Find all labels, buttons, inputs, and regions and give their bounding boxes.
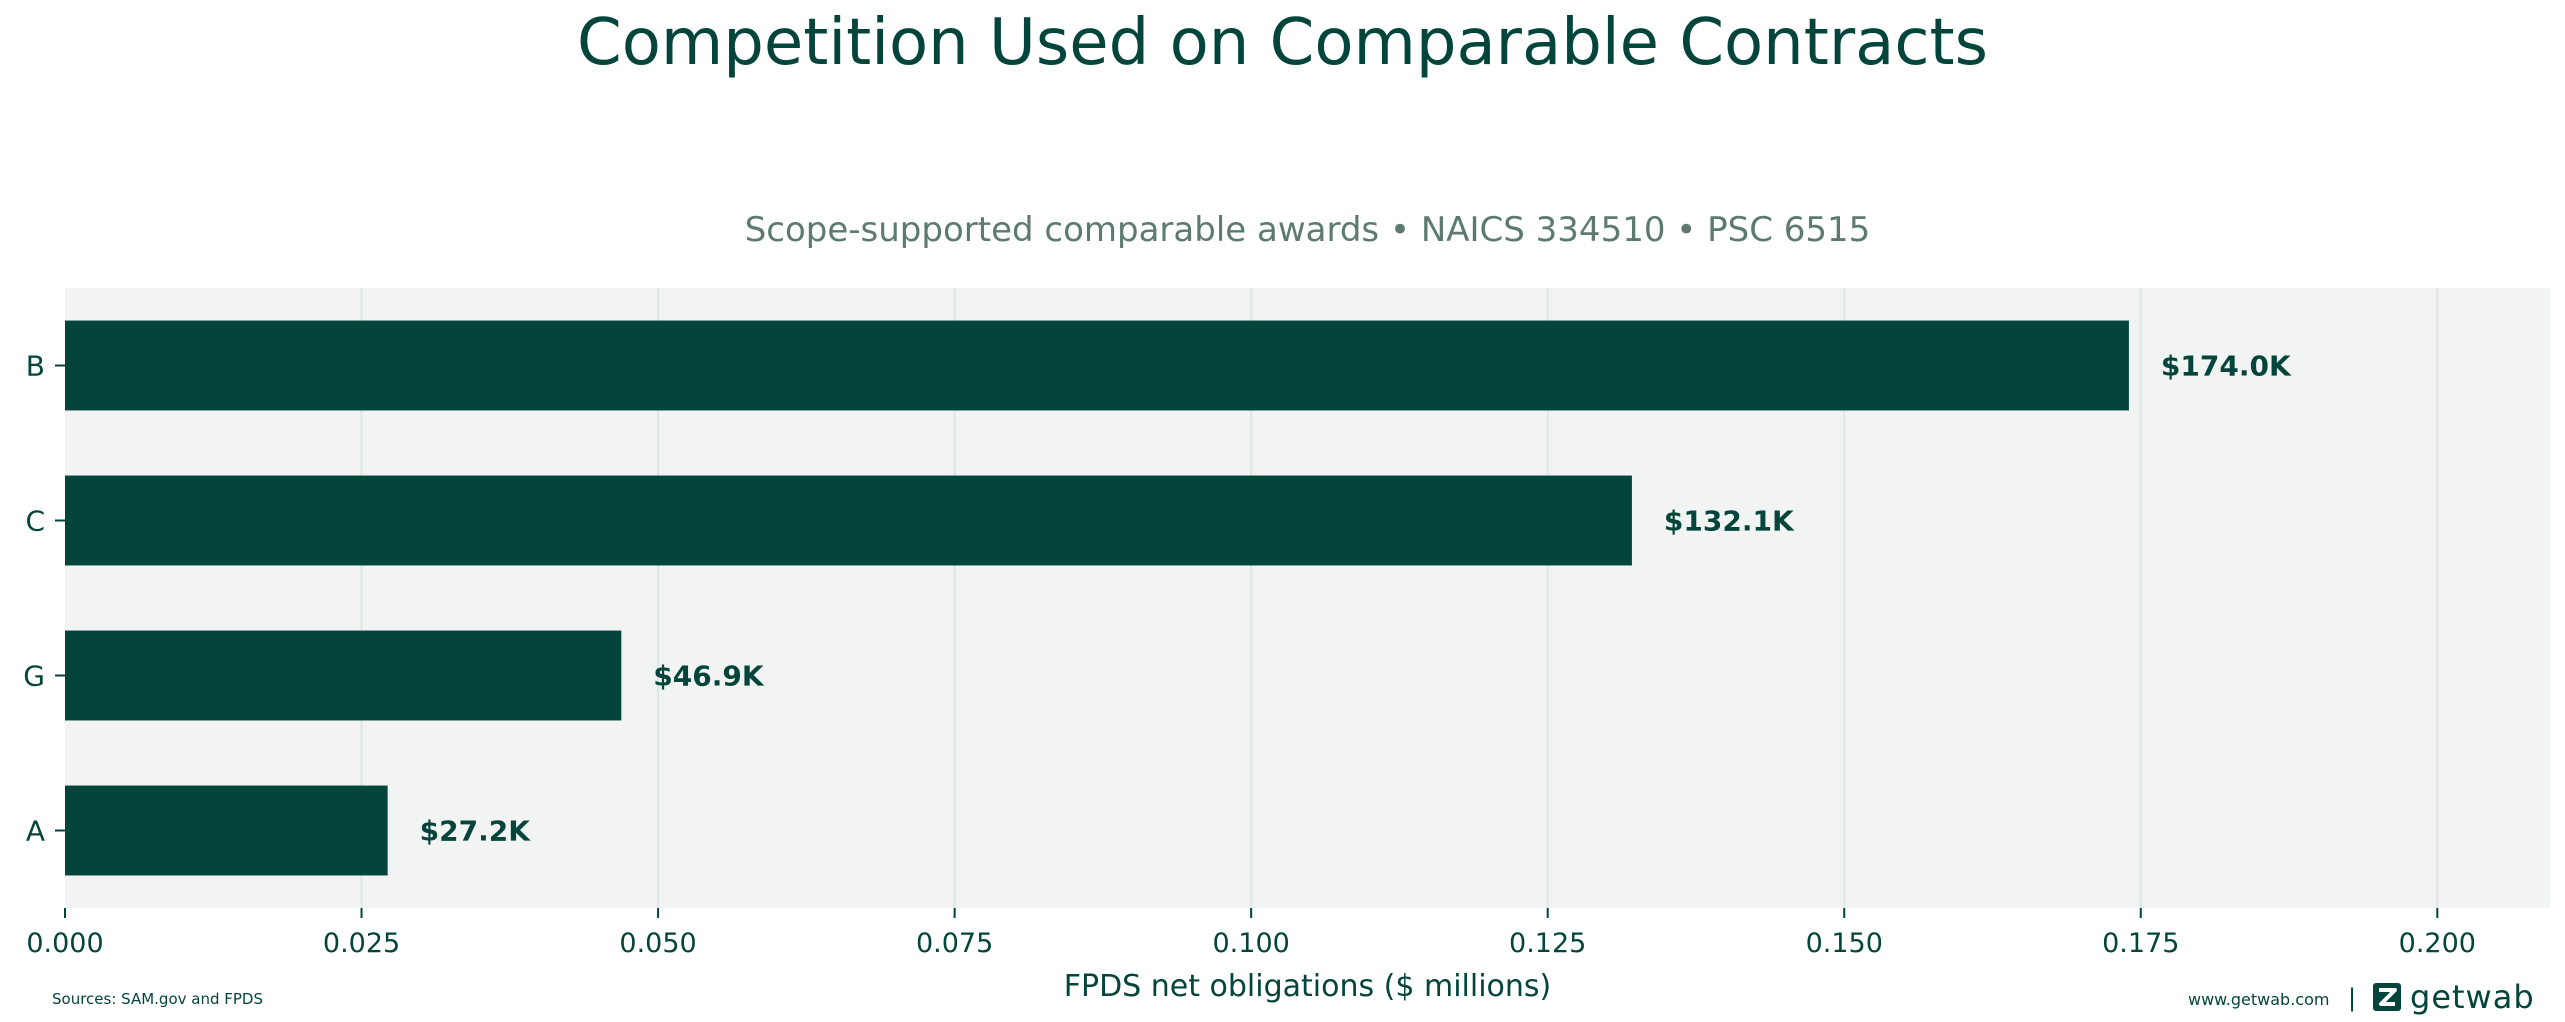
getwab-logo-icon — [2373, 983, 2401, 1011]
x-tick-label: 0.150 — [1806, 928, 1883, 959]
footer-url[interactable]: www.getwab.com — [2188, 990, 2330, 1009]
bar[interactable] — [65, 630, 622, 721]
bar-data-label: $27.2K — [420, 815, 532, 848]
x-tick-label: 0.100 — [1213, 928, 1290, 959]
brand-name: getwab — [2410, 978, 2535, 1016]
y-tick-label: A — [26, 815, 45, 848]
y-tick-label: B — [26, 350, 45, 383]
x-tick-label: 0.000 — [26, 928, 103, 959]
x-tick-label: 0.125 — [1509, 928, 1586, 959]
x-axis-ticks: 0.000 0.025 0.050 0.075 0.100 0.125 0.150 0.175… — [26, 908, 2476, 959]
y-tick-label: C — [25, 505, 45, 538]
bar[interactable] — [65, 785, 388, 876]
y-axis-labels: B C G A — [23, 350, 65, 848]
chart-title: Competition Used on Comparable Contracts — [577, 6, 1988, 80]
brand-logo[interactable]: getwab — [2372, 978, 2535, 1016]
x-tick-label: 0.025 — [323, 928, 400, 959]
x-tick-label: 0.175 — [2102, 928, 2179, 959]
bar[interactable] — [65, 475, 1632, 566]
bar[interactable] — [65, 320, 2129, 411]
x-tick-label: 0.200 — [2399, 928, 2476, 959]
bar-data-label: $132.1K — [1664, 505, 1795, 538]
bar-data-label: $46.9K — [653, 660, 765, 693]
bars: $174.0K $132.1K $46.9K $27.2K — [65, 320, 2292, 876]
x-tick-label: 0.075 — [916, 928, 993, 959]
y-tick-label: G — [23, 660, 45, 693]
x-axis-label: FPDS net obligations ($ millions) — [1064, 969, 1552, 1004]
x-tick-label: 0.050 — [619, 928, 696, 959]
chart-subtitle: Scope-supported comparable awards • NAIC… — [744, 210, 1871, 250]
bar-data-label: $174.0K — [2161, 350, 2292, 383]
footer-separator: | — [2348, 984, 2357, 1012]
source-note: Sources: SAM.gov and FPDS — [52, 990, 264, 1008]
